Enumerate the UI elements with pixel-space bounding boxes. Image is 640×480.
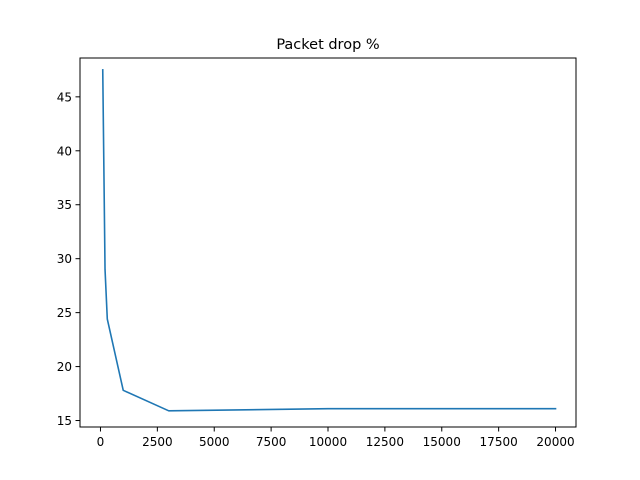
x-tick-label: 5000 xyxy=(199,435,230,449)
y-tick-label: 45 xyxy=(57,90,72,104)
y-tick-label: 40 xyxy=(57,144,72,158)
y-tick-label: 15 xyxy=(57,414,72,428)
x-tick-label: 20000 xyxy=(536,435,574,449)
chart-title: Packet drop % xyxy=(276,37,379,53)
x-tick-label: 2500 xyxy=(142,435,173,449)
x-tick-label: 15000 xyxy=(423,435,461,449)
x-tick-label: 7500 xyxy=(256,435,287,449)
series-layer xyxy=(101,69,557,412)
y-tick-label: 25 xyxy=(57,306,72,320)
series-line xyxy=(101,69,557,412)
x-tick-label: 0 xyxy=(97,435,105,449)
y-tick-label: 30 xyxy=(57,252,72,266)
y-axis: 15 20 25 30 35 40 45 xyxy=(57,90,80,428)
y-tick-label: 35 xyxy=(57,198,72,212)
y-tick-label: 20 xyxy=(57,360,72,374)
plot-frame xyxy=(79,57,577,428)
x-tick-label: 10000 xyxy=(309,435,347,449)
x-axis: 0 2500 5000 7500 10000 12500 15000 17500 20000 xyxy=(97,427,575,449)
x-tick-label: 17500 xyxy=(480,435,518,449)
x-tick-label: 12500 xyxy=(366,435,404,449)
